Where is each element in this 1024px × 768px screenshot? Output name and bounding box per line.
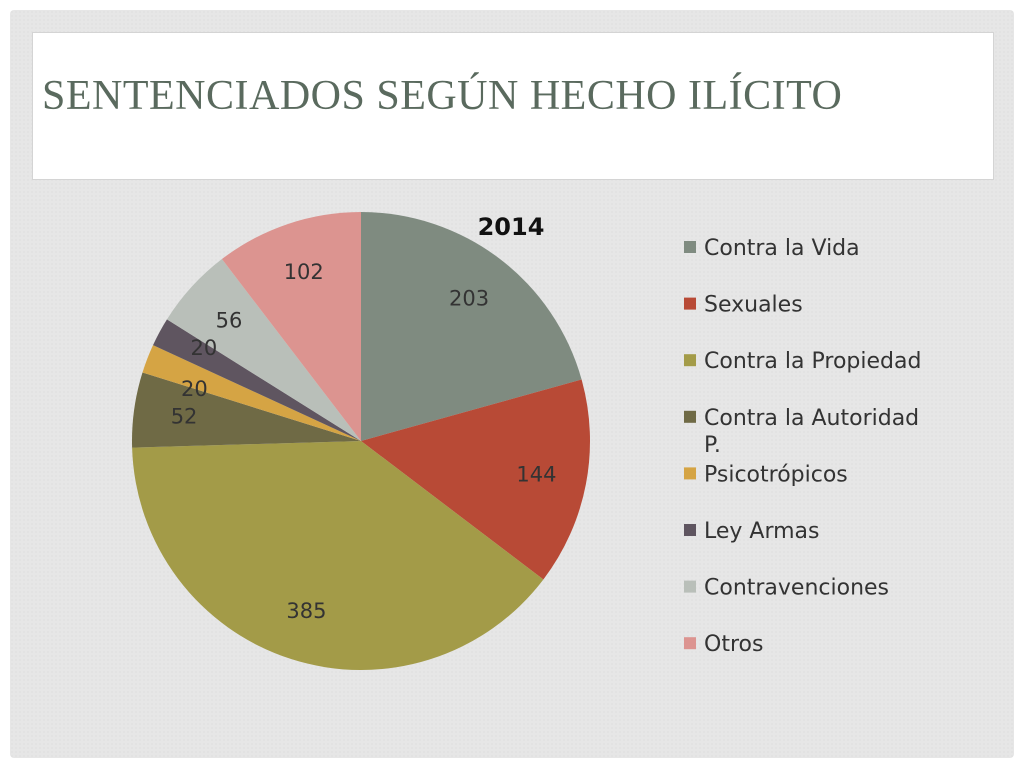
legend-label-contra-la-vida: Contra la Vida (704, 236, 860, 261)
legend-swatch-ley-armas (684, 524, 696, 536)
legend-label-contra-la-propiedad: Contra la Propiedad (704, 349, 921, 374)
pie-slice-contra-la-autoridad-p (132, 372, 361, 448)
data-label-otros: 102 (284, 260, 324, 284)
pie-slice-sexuales (361, 379, 590, 580)
pie-slices (132, 212, 590, 670)
legend-label-psicotropicos: Psicotrópicos (704, 462, 848, 487)
data-label-sexuales: 144 (516, 463, 556, 487)
legend-label-ley-armas: Ley Armas (704, 519, 820, 544)
legend-swatch-contra-la-propiedad (684, 354, 696, 367)
legend-swatch-contra-la-autoridad-p (684, 410, 696, 423)
pie-slice-contra-la-propiedad (132, 441, 544, 670)
legend-swatch-otros (684, 637, 696, 650)
legend-label-contravenciones: Contravenciones (704, 576, 889, 601)
pie-slice-ley-armas (153, 319, 361, 441)
data-label-psicotropicos: 20 (181, 377, 208, 401)
legend-swatch-contra-la-vida (684, 241, 696, 253)
data-label-contra-la-autoridad-p: 52 (171, 405, 198, 429)
data-label-ley-armas: 20 (191, 336, 218, 360)
legend-swatch-psicotropicos (684, 467, 696, 480)
chart-legend: Contra la Vida Sexuales Contra la Propieda… (684, 236, 921, 657)
pie-slice-otros (221, 212, 361, 441)
slide-title: SENTENCIADOS SEGÚN HECHO ILÍCITO (42, 73, 843, 119)
pie-data-labels: 203 144 385 52 20 20 56 102 (171, 260, 557, 623)
pie-slice-psicotropicos (142, 345, 361, 441)
legend-label-sexuales: Sexuales (704, 293, 803, 318)
legend-label-otros: Otros (704, 632, 763, 657)
legend-swatch-contravenciones (684, 580, 696, 593)
data-label-contra-la-propiedad: 385 (286, 599, 326, 623)
pie-chart: 2014 203 144 385 52 20 20 56 102 Contra la Vida… (132, 212, 921, 670)
chart-title: 2014 (478, 213, 545, 241)
data-label-contra-la-vida: 203 (449, 287, 489, 311)
legend-swatch-sexuales (684, 297, 696, 310)
pie-slice-contravenciones (166, 259, 361, 441)
data-label-contravenciones: 56 (216, 309, 243, 333)
legend-label-contra-la-autoridad-p: Contra la Autoridad P. (704, 406, 919, 458)
pie-slice-contra-la-vida (361, 212, 582, 441)
slide: SENTENCIADOS SEGÚN HECHO ILÍCITO 2014 20… (10, 10, 1014, 758)
title-box (32, 32, 994, 180)
